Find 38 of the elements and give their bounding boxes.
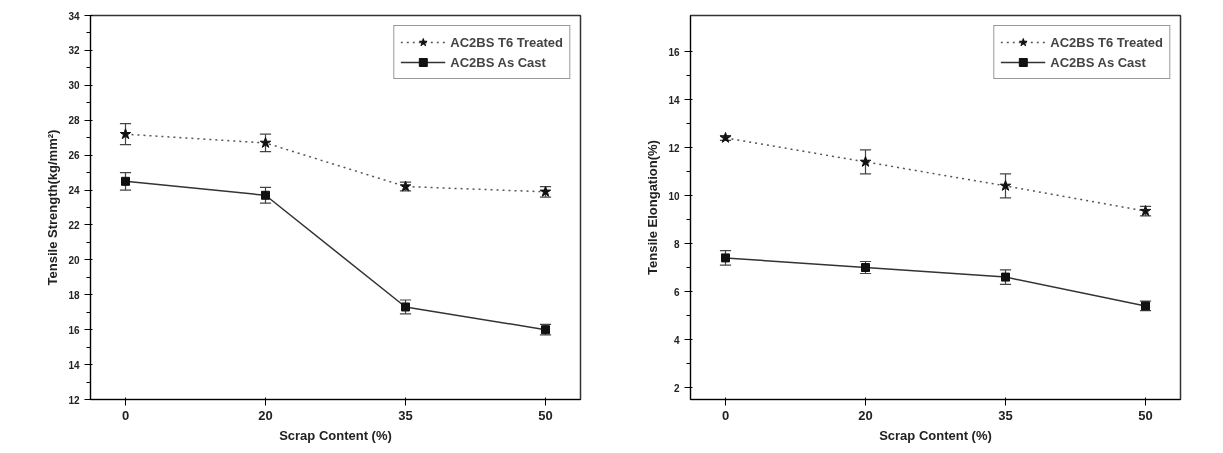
- y-tick-label: 16: [668, 46, 680, 58]
- y-tick-label: 16: [68, 324, 80, 336]
- x-tick-label: 20: [258, 407, 273, 423]
- y-tick-label: 30: [68, 80, 80, 92]
- x-tick-label: 0: [721, 407, 730, 423]
- x-tick-label: 35: [398, 407, 413, 423]
- y-tick-label: 14: [668, 94, 680, 106]
- y-tick-label: 12: [668, 142, 680, 154]
- y-axis-title: Tensile Strength(kg/mm²): [45, 129, 61, 286]
- legend-label: AC2BS As Cast: [450, 54, 546, 70]
- y-tick-label: 34: [68, 10, 80, 22]
- y-tick-label: 10: [668, 190, 680, 202]
- y-tick-label: 18: [68, 289, 80, 301]
- legend-label: AC2BS T6 Treated: [1050, 34, 1163, 50]
- y-tick-label: 12: [68, 394, 80, 406]
- y-tick-label: 6: [673, 286, 680, 298]
- legend-label: AC2BS As Cast: [1050, 54, 1146, 70]
- y-tick-label: 28: [68, 115, 80, 127]
- y-tick-label: 4: [673, 334, 680, 346]
- y-tick-label: 26: [68, 150, 80, 162]
- y-axis-title: Tensile Elongation(%): [645, 140, 661, 275]
- y-tick-label: 22: [68, 219, 80, 231]
- x-tick-label: 35: [998, 407, 1013, 423]
- y-tick-label: 14: [68, 359, 80, 371]
- y-tick-label: 20: [68, 254, 80, 266]
- y-tick-label: 24: [68, 185, 80, 197]
- y-tick-label: 32: [68, 45, 80, 57]
- point: [121, 176, 130, 186]
- point: [261, 190, 270, 200]
- x-tick-label: 50: [538, 407, 553, 423]
- x-axis-title: Scrap Content (%): [279, 427, 392, 443]
- y-tick-label: 8: [673, 238, 680, 250]
- x-tick-label: 20: [858, 407, 873, 423]
- legend-label: AC2BS T6 Treated: [450, 34, 563, 50]
- y-tick-label: 2: [673, 382, 680, 394]
- x-tick-label: 0: [121, 407, 130, 423]
- x-axis-title: Scrap Content (%): [879, 427, 992, 443]
- x-tick-label: 50: [1138, 407, 1153, 423]
